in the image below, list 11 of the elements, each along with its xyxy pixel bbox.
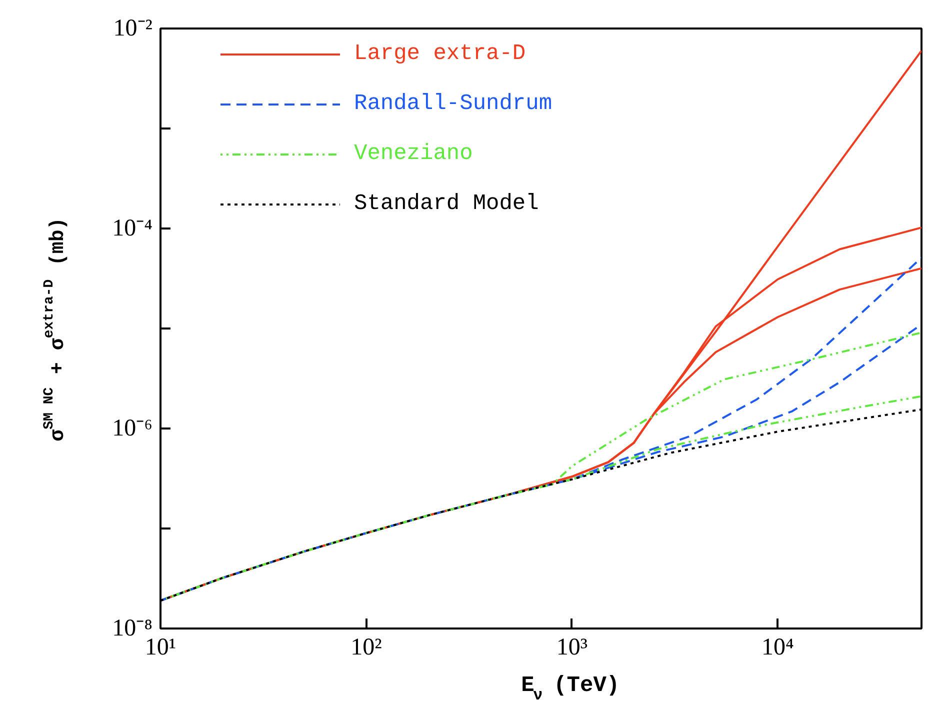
y-tick-label: 10⁻⁴	[112, 216, 153, 242]
text: Large extra-D	[354, 41, 526, 66]
text: Standard Model	[354, 191, 539, 216]
y-tick-label: 10⁻²	[113, 16, 153, 42]
x-tick-label: 10²	[350, 634, 382, 660]
x-tick-label: 10³	[556, 634, 588, 660]
x-tick-label: 10⁴	[762, 634, 794, 660]
text: Randall-Sundrum	[354, 91, 552, 116]
y-axis-title: σSM NC + σextra-D (mb)	[42, 218, 70, 442]
text: Veneziano	[354, 141, 473, 166]
y-tick-label: 10⁻⁶	[112, 416, 153, 442]
